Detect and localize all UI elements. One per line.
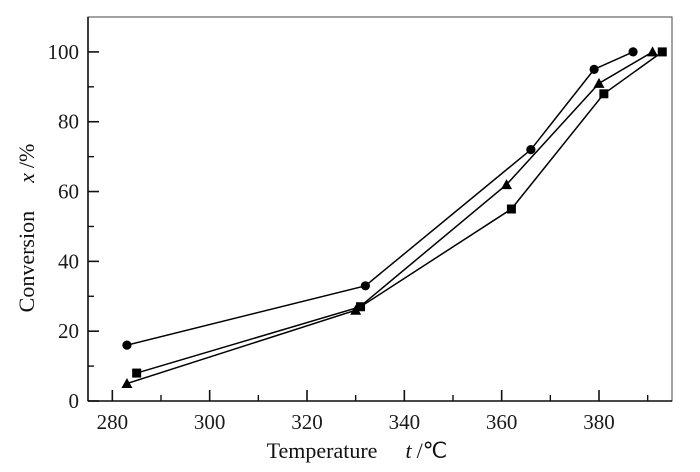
x-axis-unit: /℃	[416, 438, 448, 463]
square-marker	[506, 204, 516, 214]
x-tick-label: 380	[583, 410, 615, 434]
y-axis-title: Conversion x /%	[14, 144, 40, 313]
triangle-marker	[647, 46, 659, 57]
y-axis-symbol: x	[14, 173, 39, 183]
plot-frame	[87, 16, 673, 402]
x-axis-title: Temperature t/℃	[267, 438, 448, 464]
circle-marker	[526, 145, 536, 155]
x-tick-label: 300	[194, 410, 226, 434]
x-tick-label: 360	[486, 410, 518, 434]
y-axis-title-text: Conversion	[14, 210, 39, 313]
triangle-marker	[593, 77, 605, 88]
x-tick-label: 280	[97, 410, 129, 434]
y-axis-unit: /%	[14, 143, 39, 169]
x-axis-symbol: t	[405, 438, 412, 463]
square-marker	[599, 89, 609, 99]
triangle-marker	[121, 378, 133, 389]
y-tick-label: 60	[58, 180, 79, 204]
y-tick-label: 0	[69, 389, 80, 413]
circle-marker	[360, 281, 370, 291]
circle-marker	[589, 64, 599, 74]
triangle-series-line	[126, 51, 653, 385]
square-marker	[356, 302, 366, 312]
square-marker	[132, 368, 142, 378]
y-tick-label: 20	[58, 319, 79, 343]
triangle-marker	[501, 179, 513, 190]
square-marker	[657, 47, 667, 57]
x-tick-label: 320	[291, 410, 323, 434]
triangle-marker	[350, 304, 362, 315]
circle-marker	[628, 47, 638, 57]
x-axis-title-text: Temperature	[266, 438, 378, 463]
y-tick-label: 100	[48, 40, 80, 64]
y-tick-label: 80	[58, 110, 79, 134]
circle-series-line	[126, 51, 634, 346]
circle-marker	[122, 340, 132, 350]
y-tick-label: 40	[58, 249, 79, 273]
x-tick-label: 340	[389, 410, 421, 434]
